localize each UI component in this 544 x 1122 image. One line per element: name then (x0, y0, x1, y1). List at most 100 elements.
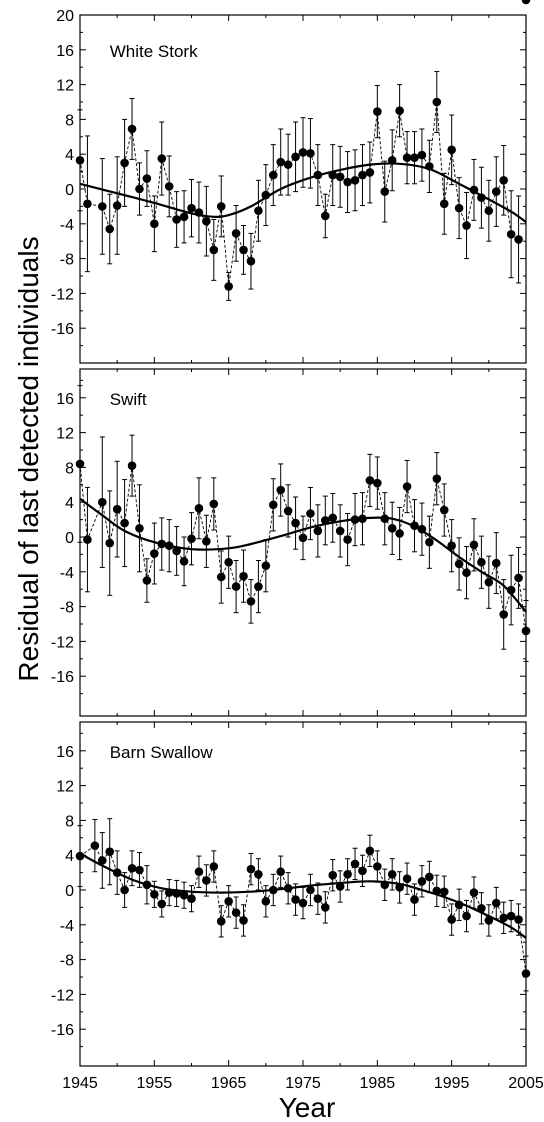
data-point (313, 526, 323, 536)
data-point (246, 256, 256, 266)
panel-title: White Stork (110, 42, 198, 61)
data-point (365, 846, 375, 856)
data-point (387, 524, 397, 533)
data-point (179, 890, 189, 900)
data-point (484, 916, 494, 925)
data-point (157, 539, 167, 549)
data-point (179, 557, 189, 566)
data-point (187, 534, 196, 544)
y-tick-label: 0 (65, 182, 74, 199)
data-point (216, 202, 226, 211)
x-tick-label: 1995 (434, 1075, 470, 1092)
data-point (98, 856, 107, 865)
data-point (172, 546, 181, 556)
data-point (514, 235, 523, 244)
data-point (491, 558, 501, 568)
data-point (202, 537, 211, 546)
panel-2: Barn Swallow 16 12 8 4 0 -4 -8 -12 -16 (51, 721, 531, 1067)
data-point (462, 911, 471, 921)
data-point (387, 870, 397, 879)
y-tick-label: -4 (60, 565, 74, 582)
plot-area: White Stork 20 16 12 8 4 0 -4 -8 -12 -16 Swift 16 12 8… (51, 0, 544, 1092)
data-point (335, 172, 345, 182)
data-point (298, 898, 308, 908)
x-tick-label: 1985 (360, 1075, 396, 1092)
data-point (462, 568, 471, 577)
data-point (380, 187, 390, 196)
data-point (254, 206, 263, 216)
data-point (328, 513, 338, 523)
data-point (142, 880, 152, 890)
data-point (194, 503, 204, 513)
data-point (90, 841, 100, 850)
y-tick-label: -4 (60, 918, 74, 935)
data-point (150, 890, 159, 899)
data-point (157, 154, 167, 163)
data-point (120, 158, 129, 168)
data-point (417, 150, 427, 160)
data-point (521, 0, 531, 5)
data-point (454, 900, 464, 910)
y-tick-label: -16 (51, 321, 74, 338)
data-point (365, 476, 375, 485)
data-point (261, 561, 271, 571)
data-point (335, 526, 345, 536)
data-point (98, 497, 107, 507)
data-point (410, 895, 419, 904)
data-point (313, 894, 323, 903)
data-point (521, 969, 531, 978)
y-tick-label: 12 (56, 779, 74, 796)
data-point (432, 886, 442, 896)
data-point (477, 903, 486, 913)
data-point (425, 162, 434, 171)
data-point (306, 885, 315, 895)
data-point (491, 187, 501, 196)
panel-0: White Stork 20 16 12 8 4 0 -4 -8 -12 -16 (51, 0, 531, 364)
y-tick-label: 4 (65, 495, 74, 512)
data-point (506, 229, 516, 239)
data-point (224, 282, 233, 291)
data-point (506, 911, 516, 921)
data-point (194, 867, 204, 877)
data-point (216, 572, 226, 582)
data-point (276, 157, 286, 167)
data-point (410, 521, 419, 530)
data-point (439, 505, 449, 515)
data-point (447, 541, 456, 550)
data-point (112, 868, 122, 877)
y-tick-label: 16 (56, 43, 74, 60)
data-point (499, 176, 509, 185)
data-point (209, 499, 219, 509)
data-point (454, 203, 464, 213)
data-point (380, 880, 390, 890)
data-point (157, 899, 167, 909)
trend-line (79, 852, 527, 939)
panel-1: Swift 16 12 8 4 0 -4 -8 -12 -16 (51, 368, 531, 717)
data-point (283, 160, 293, 169)
data-point (365, 168, 375, 177)
y-tick-label: 0 (65, 883, 74, 900)
data-point (98, 202, 107, 211)
data-point (239, 571, 248, 581)
data-point (239, 916, 248, 925)
data-point (402, 153, 412, 162)
data-point (164, 541, 174, 550)
data-point (268, 500, 278, 510)
data-point (172, 215, 181, 224)
data-point (224, 557, 233, 567)
data-point (343, 870, 352, 879)
data-point (135, 184, 144, 194)
data-point (306, 149, 315, 158)
data-point (112, 201, 122, 210)
data-point (447, 915, 456, 924)
data-point (417, 877, 427, 886)
y-axis-title: Residual of last detected individuals (13, 236, 44, 681)
y-tick-label: 0 (65, 530, 74, 547)
data-point (187, 894, 196, 903)
data-point (120, 885, 129, 895)
data-point (187, 203, 196, 213)
x-tick-label: 1975 (285, 1075, 321, 1092)
data-point (224, 897, 233, 906)
data-point (343, 535, 352, 544)
